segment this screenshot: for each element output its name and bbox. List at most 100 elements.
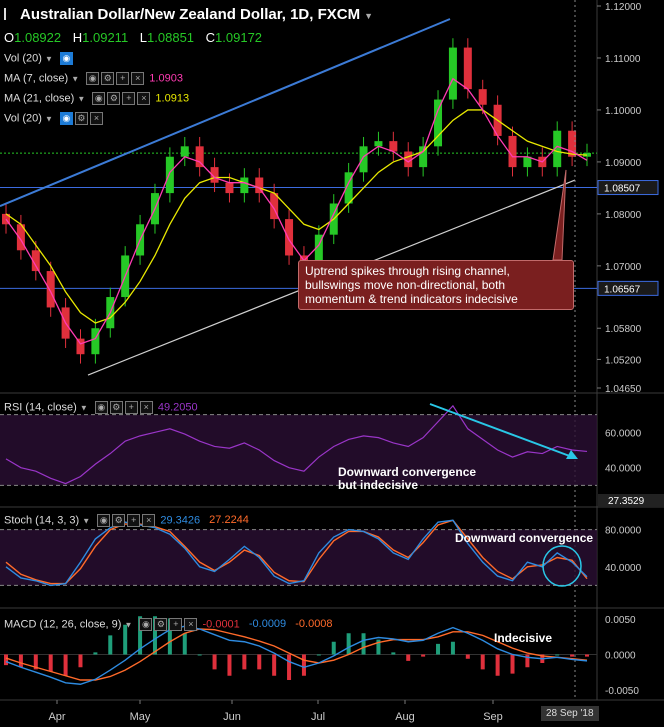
chevron-down-icon[interactable]: ▼ [71,74,80,84]
gear-icon[interactable]: ⚙ [154,618,168,631]
macd-line [5,625,588,685]
macd-histogram-bar [257,654,262,670]
indicator-buttons: ◉ ⚙ + × [94,401,155,414]
rsi-tag-label: 27.3529 [608,496,645,507]
low-label: L [139,30,148,45]
candle-body [419,146,428,168]
eye-icon[interactable]: ◉ [94,401,108,414]
candle-body [314,234,323,272]
macd-histogram-bar [18,654,23,668]
eye-icon[interactable]: ◉ [59,52,73,65]
candle-body [91,328,100,355]
plus-icon[interactable]: + [124,401,138,414]
stoch-k-line [5,519,588,587]
chevron-down-icon[interactable]: ▼ [124,620,133,630]
stoch-axis-label: 80.0000 [605,526,642,537]
close-icon[interactable]: × [137,92,151,105]
macd-signal-value: -0.0008 [295,618,333,631]
macd-histogram-bar [316,654,321,656]
macd-histogram-bar [152,616,157,655]
eye-icon[interactable]: ◉ [139,618,153,631]
time-axis-label: May [130,711,151,723]
indicator-row-ma21[interactable]: MA (21, close) ▼ ◉ ⚙ + × 1.0913 [4,92,189,105]
price-tag-box [597,280,659,296]
time-axis-label: Jul [311,711,325,723]
plus-icon[interactable]: + [127,514,141,527]
indicator-buttons: ◉ ⚙ + × [92,92,152,105]
indicator-row-vol1[interactable]: Vol (20) ▼ ◉ [4,52,75,65]
gear-icon[interactable]: ⚙ [74,112,88,125]
close-icon[interactable]: × [89,112,103,125]
close-icon[interactable]: × [184,618,198,631]
stoch-d-line [5,519,588,585]
candle-body [255,177,264,194]
gear-icon[interactable]: ⚙ [112,514,126,527]
candle-body [344,172,353,204]
rsi-legend[interactable]: RSI (14, close) ▼ ◉ ⚙ + × 49.2050 [4,401,198,414]
candle-body [270,193,279,220]
indicator-buttons: ◉ ⚙ × [59,112,105,125]
gear-icon[interactable]: ⚙ [107,92,121,105]
time-axis-label: Aug [395,711,415,723]
candle-body [210,167,219,183]
plus-icon[interactable]: + [122,92,136,105]
macd-histogram-bar [570,654,575,657]
time-axis-label: Sep [483,711,503,723]
chevron-down-icon[interactable]: ▼ [44,54,53,64]
candle-body [568,130,577,157]
eye-icon[interactable]: ◉ [86,72,100,85]
stoch-label: Stoch (14, 3, 3) [4,514,80,527]
plus-icon[interactable]: + [116,72,130,85]
close-icon[interactable]: × [142,514,156,527]
candle-body [195,146,204,168]
candle-body [434,99,443,147]
eye-icon[interactable]: ◉ [59,112,73,125]
chevron-down-icon[interactable]: ▼ [44,114,53,124]
candle-body [225,182,234,194]
macd-histogram-bar [331,641,336,655]
close-icon[interactable]: × [139,401,153,414]
rsi-axis-label: 60.0000 [605,428,642,439]
macd-histogram-bar [525,654,530,668]
time-axis-label: Apr [48,711,65,723]
stoch-annotation: Downward convergence [455,531,594,545]
chevron-down-icon[interactable]: ▼ [79,403,88,413]
indicator-row-ma7[interactable]: MA (7, close) ▼ ◉ ⚙ + × 1.0903 [4,72,183,85]
macd-histogram-bar [450,641,455,655]
chevron-down-icon[interactable]: ▼ [82,516,91,526]
gear-icon[interactable]: ⚙ [109,401,123,414]
eye-icon[interactable]: ◉ [97,514,111,527]
chevron-down-icon[interactable]: ▼ [77,94,86,104]
price-axis-tick-label: 1.12000 [605,2,642,13]
rsi-tag-box [598,494,664,507]
stoch-legend[interactable]: Stoch (14, 3, 3) ▼ ◉ ⚙ + × 29.3426 27.2244 [4,514,249,527]
candle-body [508,135,517,168]
gear-icon[interactable]: ⚙ [101,72,115,85]
macd-histogram-bar [108,635,113,655]
macd-histogram-bar [555,654,560,656]
macd-histogram-bar [346,633,351,655]
macd-legend[interactable]: MACD (12, 26, close, 9) ▼ ◉ ⚙ + × -0.0001 -… [4,618,333,631]
indicator-label: Vol (20) [4,52,42,65]
close-icon[interactable]: × [131,72,145,85]
indicator-label: MA (21, close) [4,92,75,105]
chevron-down-icon[interactable]: ▼ [364,11,373,21]
macd-histogram-bar [421,654,426,657]
plus-icon[interactable]: + [169,618,183,631]
stoch-highlight-circle [542,545,582,587]
candle-body [478,89,487,105]
indicator-row-vol2[interactable]: Vol (20) ▼ ◉ ⚙ × [4,112,105,125]
candle-body [46,271,55,308]
candle-body [76,338,85,355]
macd-histogram-bar [465,654,470,659]
eye-icon[interactable]: ◉ [92,92,106,105]
open-value: 1.08922 [14,30,62,45]
macd-histogram-bar [33,654,38,670]
rsi-arrow-head [566,450,578,459]
macd-histogram-bar [436,643,441,655]
macd-histogram-bar [227,654,232,676]
ohlc-row: O1.08922 H1.09211 L1.08851 C1.09172 [4,30,270,45]
macd-histogram-bar [376,639,381,655]
